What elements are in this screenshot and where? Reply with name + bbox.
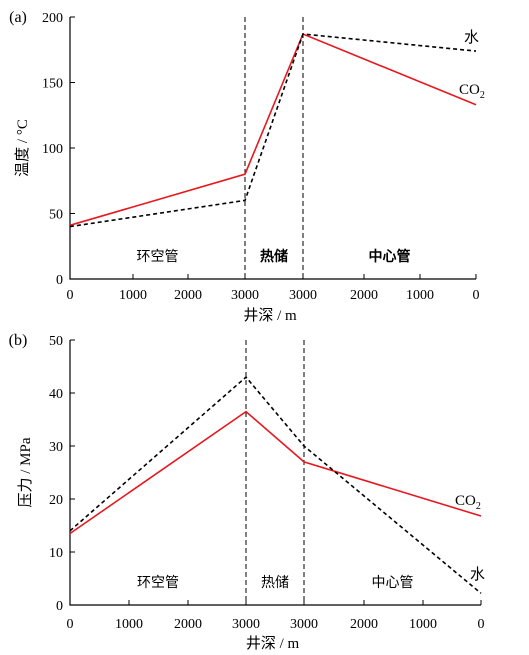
series-label: 水 (470, 566, 485, 583)
axes-frame (69, 340, 481, 606)
x-tick-label: 2000 (350, 617, 378, 632)
y-tick-label: 30 (49, 440, 63, 455)
section-label: 热储 (261, 575, 289, 591)
panel-label: (a) (9, 9, 27, 26)
y-tick-label: 40 (49, 387, 63, 402)
panel-label: (b) (9, 332, 28, 349)
series-label-subscript: 2 (480, 90, 485, 101)
x-tick-label: 1000 (119, 288, 147, 303)
x-tick-label: 2000 (174, 288, 202, 303)
x-tick-label: 0 (67, 617, 74, 632)
axes-frame (69, 17, 476, 280)
series-line-water (69, 375, 482, 594)
x-tick-label: 1000 (115, 617, 143, 632)
section-label: 环空管 (137, 575, 179, 591)
y-tick-label: 20 (49, 493, 63, 508)
x-tick-label: 3000 (231, 288, 259, 303)
section-label: 中心管 (372, 575, 414, 591)
y-tick-label: 0 (56, 599, 63, 614)
x-axis-title: 井深 / m (246, 635, 300, 652)
series-line-co2 (69, 410, 482, 535)
series-line-water (69, 33, 477, 228)
x-tick-label: 3000 (290, 617, 318, 632)
section-label: 中心管 (369, 248, 411, 265)
section-label: 热储 (260, 248, 288, 265)
x-tick-label: 2000 (174, 617, 202, 632)
y-axis-title: 压力 / MPa (17, 437, 34, 507)
x-tick-label: 1000 (406, 288, 434, 303)
x-tick-label: 3000 (289, 288, 317, 303)
section-label: 环空管 (137, 249, 179, 265)
y-tick-label: 10 (49, 546, 63, 561)
y-tick-label: 50 (49, 208, 63, 223)
x-tick-label: 0 (473, 288, 480, 303)
series-line-co2 (69, 32, 477, 227)
y-axis-title: 温度 / °C (14, 119, 31, 177)
y-tick-label: 0 (56, 273, 63, 288)
y-tick-label: 200 (42, 11, 63, 26)
series-label: CO2 (455, 493, 481, 512)
x-tick-label: 3000 (232, 617, 260, 632)
series-label-subscript: 2 (476, 501, 481, 512)
y-tick-label: 150 (42, 77, 63, 92)
x-tick-label: 0 (67, 288, 74, 303)
x-axis-title: 井深 / m (243, 307, 297, 324)
series-label: 水 (464, 29, 479, 46)
x-tick-label: 1000 (409, 617, 437, 632)
series-label: CO2 (459, 82, 485, 101)
y-tick-label: 50 (49, 334, 63, 349)
x-tick-label: 0 (478, 617, 485, 632)
x-tick-label: 2000 (350, 288, 378, 303)
y-tick-label: 100 (42, 142, 63, 157)
chart-panel-b: 0 10 20 30 40 50 0 1000 2000 3000 3000 2000 1000 0 环空管… (9, 332, 485, 652)
